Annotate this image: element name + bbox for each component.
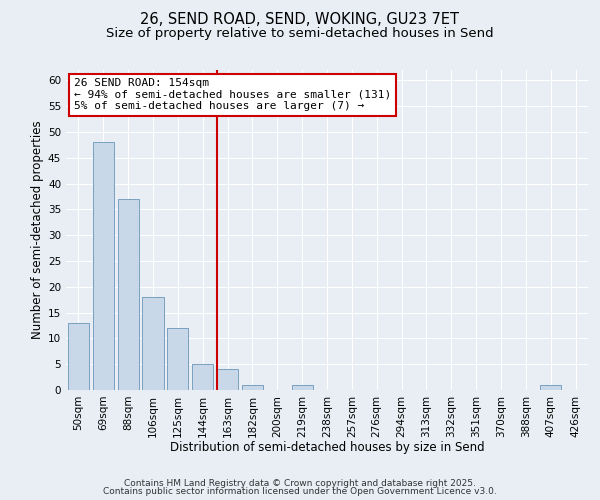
Bar <box>68 323 89 390</box>
Bar <box>167 328 188 390</box>
Bar <box>142 297 164 390</box>
Bar <box>217 370 238 390</box>
Text: Contains HM Land Registry data © Crown copyright and database right 2025.: Contains HM Land Registry data © Crown c… <box>124 478 476 488</box>
Bar <box>93 142 114 390</box>
Text: 26 SEND ROAD: 154sqm
← 94% of semi-detached houses are smaller (131)
5% of semi-: 26 SEND ROAD: 154sqm ← 94% of semi-detac… <box>74 78 391 111</box>
Bar <box>540 385 561 390</box>
Bar <box>242 385 263 390</box>
X-axis label: Distribution of semi-detached houses by size in Send: Distribution of semi-detached houses by … <box>170 441 484 454</box>
Text: Contains public sector information licensed under the Open Government Licence v3: Contains public sector information licen… <box>103 487 497 496</box>
Text: 26, SEND ROAD, SEND, WOKING, GU23 7ET: 26, SEND ROAD, SEND, WOKING, GU23 7ET <box>140 12 460 28</box>
Y-axis label: Number of semi-detached properties: Number of semi-detached properties <box>31 120 44 340</box>
Bar <box>118 199 139 390</box>
Text: Size of property relative to semi-detached houses in Send: Size of property relative to semi-detach… <box>106 28 494 40</box>
Bar <box>292 385 313 390</box>
Bar <box>192 364 213 390</box>
